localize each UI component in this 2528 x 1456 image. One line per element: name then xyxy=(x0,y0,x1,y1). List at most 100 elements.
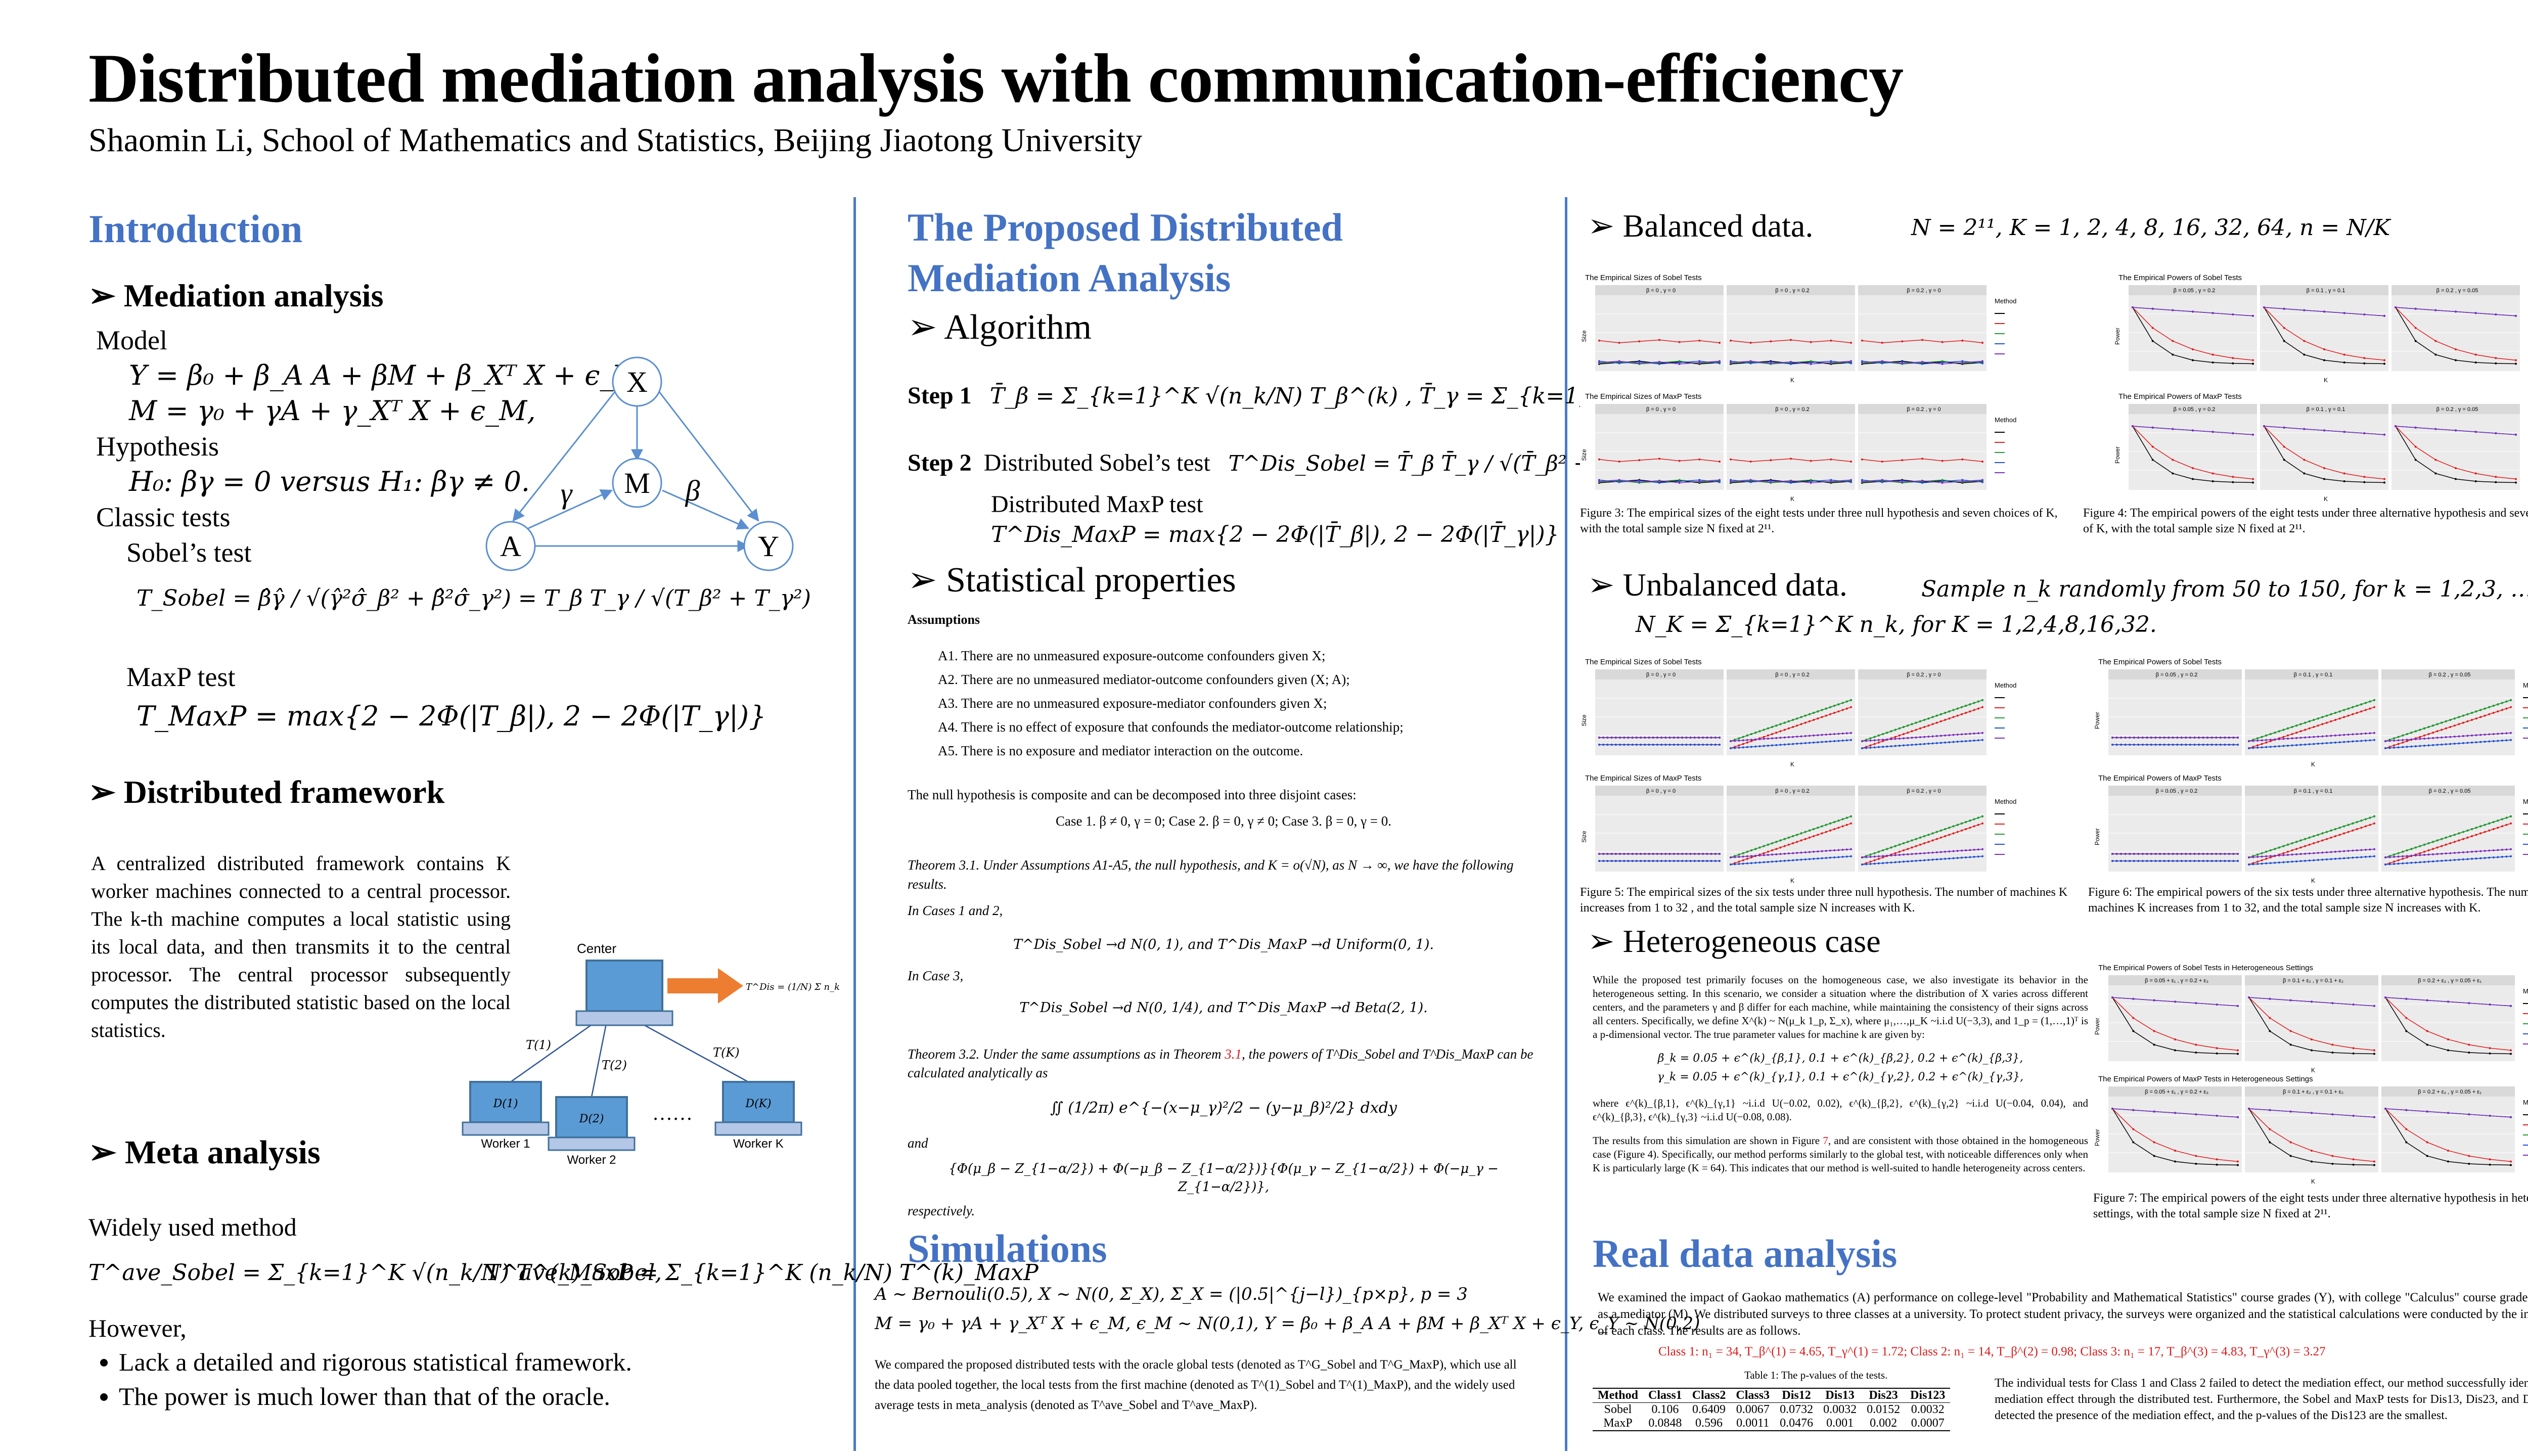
data-point xyxy=(1861,360,1863,362)
data-point xyxy=(2291,849,2293,851)
data-point xyxy=(1627,860,1630,862)
data-point xyxy=(2393,860,2396,863)
data-point xyxy=(1845,816,1848,819)
data-point xyxy=(1923,719,1926,721)
data-point xyxy=(2515,481,2517,484)
data-point xyxy=(1961,339,1964,342)
table-cell: 0.0067 xyxy=(1736,1403,1770,1416)
data-point xyxy=(1787,859,1790,862)
data-point xyxy=(2308,852,2311,855)
data-point xyxy=(2343,312,2345,314)
data-point xyxy=(2497,849,2499,851)
data-point xyxy=(2434,353,2437,356)
data-point xyxy=(2282,738,2285,740)
data-point xyxy=(2132,997,2135,1000)
data-point xyxy=(1714,860,1717,862)
data-point xyxy=(2414,745,2417,748)
data-point xyxy=(2356,849,2358,851)
data-point xyxy=(1877,862,1880,864)
data-point xyxy=(2211,472,2214,475)
data-point xyxy=(1829,856,1831,859)
data-point xyxy=(2192,310,2194,313)
x-axis-label: K xyxy=(2324,377,2328,384)
data-point xyxy=(2510,822,2512,825)
data-point xyxy=(1939,836,1942,839)
data-point xyxy=(1973,855,1975,858)
data-point xyxy=(1754,861,1757,864)
data-point xyxy=(2282,745,2285,747)
data-point xyxy=(1941,480,1944,483)
data-point xyxy=(2426,1141,2428,1144)
data-point xyxy=(2331,1155,2334,1157)
data-point xyxy=(2330,742,2332,744)
data-point xyxy=(2252,481,2254,484)
data-point xyxy=(2295,737,2298,739)
data-point xyxy=(1931,839,1934,842)
data-point xyxy=(1829,822,1831,825)
data-point xyxy=(2283,459,2285,461)
data-point xyxy=(1861,339,1863,342)
data-point xyxy=(2330,713,2332,715)
data-point xyxy=(2441,729,2443,731)
data-point xyxy=(2252,478,2254,480)
data-point xyxy=(1961,458,1964,461)
facet-label: β = 0.05 , γ = 0.2 xyxy=(2156,788,2198,794)
data-point xyxy=(1960,713,1963,715)
data-point xyxy=(2383,478,2385,480)
data-point xyxy=(2497,740,2499,742)
data-point xyxy=(1923,736,1926,738)
data-point xyxy=(2427,853,2430,856)
data-point xyxy=(2373,815,2375,817)
data-point xyxy=(2180,744,2183,746)
data-point xyxy=(2163,853,2165,855)
data-point xyxy=(1869,744,1872,747)
data-point xyxy=(2176,860,2179,862)
data-point xyxy=(2256,860,2259,863)
method-heading: The Proposed Distributed Mediation Analys… xyxy=(908,205,1343,300)
data-point xyxy=(2151,445,2154,448)
data-point xyxy=(2373,1053,2375,1055)
data-point xyxy=(2455,478,2457,480)
data-point xyxy=(2289,1141,2292,1144)
data-point xyxy=(1792,852,1794,854)
data-point xyxy=(2311,1049,2313,1052)
workers-ellipsis: …… xyxy=(652,1102,693,1124)
data-point xyxy=(1898,843,1901,846)
data-point xyxy=(1923,726,1926,728)
data-point xyxy=(2185,737,2187,739)
data-point xyxy=(2278,745,2280,748)
data-point xyxy=(1804,721,1807,724)
data-point xyxy=(1837,856,1840,858)
data-point xyxy=(1640,744,1642,746)
data-point xyxy=(1948,710,1951,713)
data-point xyxy=(2397,743,2400,745)
data-point xyxy=(2479,832,2482,835)
data-point xyxy=(1973,818,1975,821)
data-point xyxy=(2364,709,2367,711)
data-point xyxy=(2111,1108,2113,1110)
data-point xyxy=(2124,737,2127,739)
data-point xyxy=(2334,734,2337,737)
data-point xyxy=(2495,313,2497,315)
data-point xyxy=(2488,740,2491,743)
data-point xyxy=(1919,736,1921,739)
data-point xyxy=(1850,732,1852,734)
data-point xyxy=(2224,744,2226,746)
model-eq2: M = γ₀ + γA + γ_Xᵀ X + ϵ_M, xyxy=(129,395,536,427)
data-point xyxy=(1886,732,1888,734)
meta-heading: ➢ Meta analysis xyxy=(88,1134,321,1171)
data-point xyxy=(1627,853,1630,855)
data-point xyxy=(2441,838,2443,840)
x-axis-label: K xyxy=(1790,495,1794,503)
data-point xyxy=(2330,735,2332,737)
beta-label: β xyxy=(685,474,700,507)
data-point xyxy=(1648,853,1650,855)
data-point xyxy=(2132,306,2134,308)
data-point xyxy=(1614,853,1617,855)
data-point xyxy=(1808,829,1811,832)
data-point xyxy=(2488,822,2491,825)
data-point xyxy=(1792,835,1794,837)
distributed-heading: ➢ Distributed framework xyxy=(88,774,445,810)
data-point xyxy=(1927,743,1930,745)
limitation-list: Lack a detailed and rigorous statistical… xyxy=(119,1345,632,1414)
